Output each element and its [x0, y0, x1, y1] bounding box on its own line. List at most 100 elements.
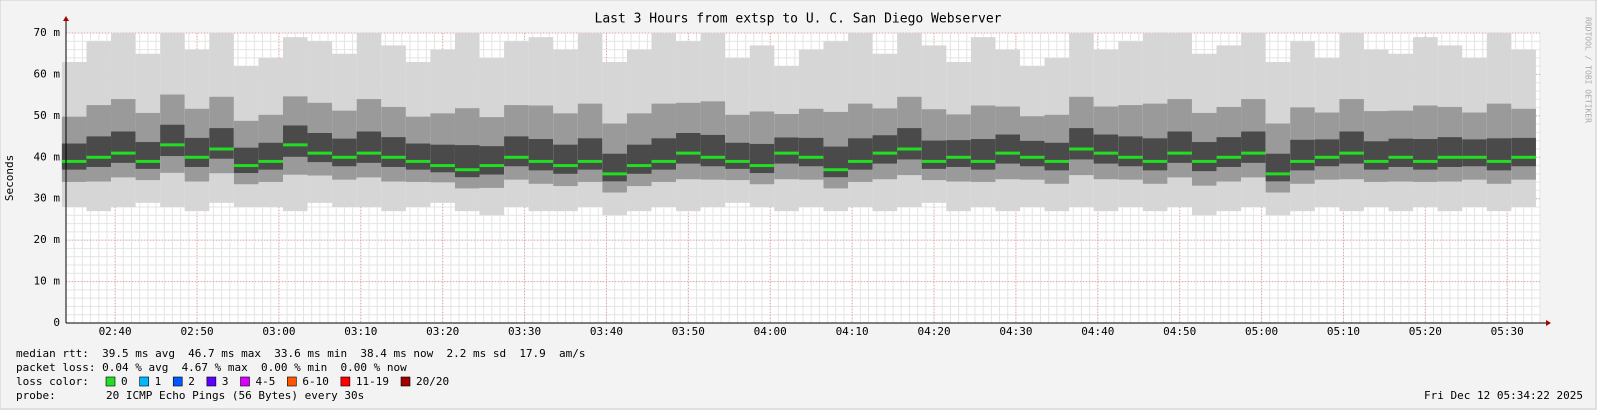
median [1290, 159, 1315, 163]
smoke-core [602, 153, 627, 182]
smoke-core [872, 135, 898, 164]
smoke-core [1069, 128, 1094, 160]
smoke-core [1363, 141, 1389, 170]
median [1093, 151, 1119, 155]
legend-swatch [287, 376, 297, 387]
smoke-core [1265, 153, 1291, 182]
median [921, 159, 947, 163]
median [86, 155, 112, 159]
smoke-core [405, 143, 431, 170]
median [356, 151, 382, 155]
loss-label: loss color: [16, 375, 89, 388]
smoke-core [921, 140, 947, 169]
smoke-core [798, 137, 824, 167]
smoke-core [1486, 138, 1512, 171]
side-label: RRDTOOL / TOBI OETIKER [1584, 17, 1593, 123]
smoke-core [1191, 142, 1217, 172]
x-tick-label: 05:00 [1245, 325, 1278, 338]
smoke-core [209, 128, 234, 159]
median [405, 159, 431, 163]
median [1314, 155, 1340, 159]
median [1462, 155, 1487, 159]
y-tick-label: 40 m [34, 150, 61, 163]
median [995, 151, 1021, 155]
smoke-core [749, 143, 775, 174]
smoke-core [1339, 131, 1364, 164]
median [725, 159, 750, 163]
median [1486, 159, 1512, 163]
median [454, 168, 480, 172]
smoke-core [676, 133, 701, 164]
smoke-core [1437, 137, 1463, 167]
axis-arrow [63, 16, 69, 21]
x-tick-label: 03:40 [590, 325, 623, 338]
y-tick-label: 30 m [34, 192, 61, 205]
median [1437, 155, 1463, 159]
smoke-core [946, 140, 971, 167]
median [160, 143, 185, 147]
smoke-core [307, 133, 333, 163]
legend-label: 11-19 [356, 375, 389, 388]
x-tick-label: 03:10 [344, 325, 377, 338]
median [504, 155, 529, 159]
smoke-core [528, 139, 554, 171]
x-tick-label: 02:50 [180, 325, 213, 338]
legend-swatch [206, 376, 217, 387]
x-tick-label: 05:10 [1327, 325, 1360, 338]
smoke-core [233, 147, 259, 174]
median [823, 168, 849, 172]
smoke-core [135, 142, 161, 169]
smoke-core [1511, 137, 1536, 167]
smoke-core [86, 136, 112, 167]
median [184, 155, 210, 159]
x-tick-label: 03:20 [426, 325, 459, 338]
median [209, 147, 234, 151]
median [1191, 159, 1217, 163]
smoke-core [1388, 138, 1414, 167]
legend-label: 20/20 [416, 375, 449, 388]
median [848, 159, 873, 163]
smoke-core [454, 145, 480, 178]
x-tick-label: 05:30 [1491, 325, 1524, 338]
stats-line: packet loss: 0.04 % avg 4.67 % max 0.00 … [16, 361, 407, 374]
legend-swatch [400, 376, 411, 387]
smoke-core [111, 131, 136, 163]
smoke-core [1241, 131, 1266, 163]
smoke-core [332, 138, 357, 167]
median [749, 164, 775, 168]
median [651, 159, 677, 163]
x-tick-label: 03:00 [262, 325, 295, 338]
median [553, 164, 578, 168]
legend-label: 6-10 [302, 375, 329, 388]
smoke-core [283, 125, 308, 157]
median [1044, 159, 1070, 163]
y-tick-label: 60 m [34, 67, 61, 80]
smoke-core [626, 144, 652, 174]
median [1069, 147, 1094, 151]
median [332, 155, 357, 159]
median [626, 164, 652, 168]
median [1118, 155, 1143, 159]
smoke-core [1413, 139, 1438, 170]
smoke-core [1142, 138, 1168, 171]
x-tick-label: 04:40 [1081, 325, 1114, 338]
x-tick-label: 04:00 [754, 325, 787, 338]
median [381, 155, 406, 159]
x-tick-label: 02:40 [99, 325, 132, 338]
smoke-core [356, 131, 382, 163]
y-tick-label: 0 [53, 316, 60, 329]
median [897, 147, 922, 151]
smoke-core [553, 144, 578, 174]
smoke-core [995, 134, 1021, 164]
smoke-core [848, 138, 873, 170]
smoke-core [1216, 137, 1242, 167]
smoke-core [823, 146, 849, 178]
smoke-core [1314, 139, 1340, 167]
median [1339, 151, 1364, 155]
median [430, 164, 455, 168]
legend-swatch [139, 376, 149, 387]
median [1413, 159, 1438, 163]
x-tick-label: 03:30 [508, 325, 541, 338]
median [577, 159, 603, 163]
